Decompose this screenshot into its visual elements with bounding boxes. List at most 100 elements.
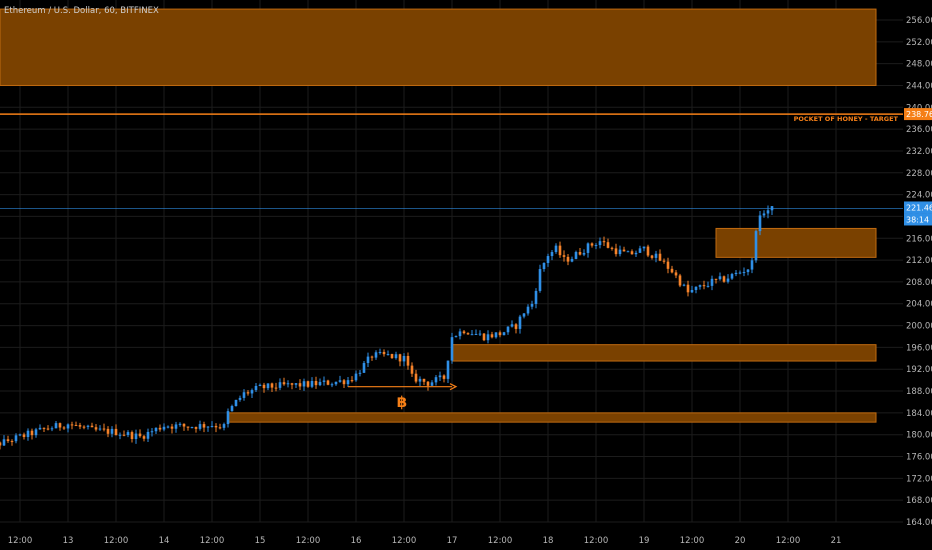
- x-tick-label: 12:00: [680, 536, 705, 546]
- candle-body: [670, 268, 674, 273]
- candle: [690, 285, 694, 294]
- candle: [358, 369, 362, 377]
- candle: [582, 249, 586, 257]
- candle-body: [550, 252, 554, 257]
- candle: [550, 250, 554, 261]
- y-tick-label: 252.00: [906, 38, 932, 48]
- candle-body: [38, 427, 42, 430]
- candle-body: [546, 256, 550, 263]
- candle: [202, 421, 206, 433]
- candle: [646, 244, 650, 258]
- candle: [478, 330, 482, 337]
- x-tick-label: 12:00: [776, 536, 801, 546]
- candle: [74, 421, 78, 427]
- candle-body: [58, 423, 62, 428]
- candle-body: [622, 249, 626, 252]
- candle-body: [394, 354, 398, 359]
- candle-body: [610, 247, 614, 249]
- x-tick-label: 12:00: [104, 536, 129, 546]
- candle-body: [170, 426, 174, 429]
- candle-body: [366, 356, 370, 364]
- zones: [0, 8, 877, 423]
- candle: [546, 253, 550, 267]
- candle-body: [214, 425, 218, 428]
- candle: [102, 423, 106, 432]
- candle-body: [526, 306, 530, 314]
- candle: [374, 350, 378, 360]
- candle: [0, 441, 2, 450]
- candle: [378, 348, 382, 355]
- candle-body: [390, 354, 394, 359]
- candle: [606, 238, 610, 249]
- candle-body: [490, 334, 494, 338]
- candle: [18, 433, 22, 437]
- candle-body: [466, 333, 470, 335]
- candle: [90, 422, 94, 428]
- candle: [670, 265, 674, 274]
- candle: [610, 246, 614, 251]
- candle-body: [278, 382, 282, 388]
- candle: [750, 257, 754, 274]
- candle: [222, 422, 226, 431]
- candle-body: [594, 245, 598, 247]
- candle-body: [138, 433, 142, 437]
- target-label: POCKET OF HONEY - TARGET: [794, 115, 899, 123]
- candle: [694, 286, 698, 294]
- candle: [218, 423, 222, 430]
- candle: [318, 378, 322, 387]
- candle-body: [578, 252, 582, 255]
- candle-body: [118, 434, 122, 436]
- candle: [710, 275, 714, 291]
- candle: [134, 429, 138, 444]
- candle-body: [82, 426, 86, 428]
- candle: [214, 423, 218, 433]
- chart-title: Ethereum / U.S. Dollar, 60, BITFINEX: [4, 6, 159, 16]
- candle-body: [154, 427, 158, 432]
- candle: [66, 423, 70, 433]
- candle-body: [558, 245, 562, 256]
- x-tick-label: 15: [255, 536, 266, 546]
- candle: [718, 272, 722, 281]
- candle: [682, 283, 686, 287]
- candle-body: [142, 436, 146, 439]
- candle-body: [426, 381, 430, 386]
- candle-body: [474, 333, 478, 335]
- candle: [510, 320, 514, 328]
- candle-body: [618, 249, 622, 255]
- candle-body: [638, 248, 642, 253]
- candle-body: [382, 351, 386, 355]
- candle-body: [46, 428, 50, 430]
- candle-body: [586, 243, 590, 253]
- candle-body: [482, 333, 486, 341]
- axes: 164.00 168.00 172.00 176.00 180.00 184.00 188.…: [8, 16, 932, 546]
- candle-body: [574, 252, 578, 259]
- candle-body: [226, 411, 230, 425]
- candle: [430, 380, 434, 387]
- last-price-tag-bg: [904, 201, 932, 214]
- candle-body: [534, 290, 538, 304]
- candle: [330, 382, 334, 388]
- candle: [698, 284, 702, 290]
- candle-body: [26, 430, 30, 437]
- candle: [78, 422, 82, 430]
- candle-body: [678, 275, 682, 286]
- candle-body: [730, 274, 734, 279]
- candle-body: [54, 423, 58, 429]
- candle: [598, 237, 602, 249]
- y-tick-label: 180.00: [906, 431, 932, 441]
- candle: [486, 330, 490, 344]
- candle: [86, 424, 90, 430]
- y-tick-label: 200.00: [906, 322, 932, 332]
- candle: [530, 300, 534, 310]
- candle: [758, 211, 762, 236]
- candle-body: [350, 380, 354, 382]
- candle-body: [310, 381, 314, 387]
- candle-body: [146, 431, 150, 439]
- candle-body: [494, 332, 498, 338]
- candle: [666, 257, 670, 274]
- x-tick-label: 19: [639, 536, 650, 546]
- y-tick-label: 172.00: [906, 474, 932, 484]
- countdown-tag: 38:14: [904, 213, 932, 226]
